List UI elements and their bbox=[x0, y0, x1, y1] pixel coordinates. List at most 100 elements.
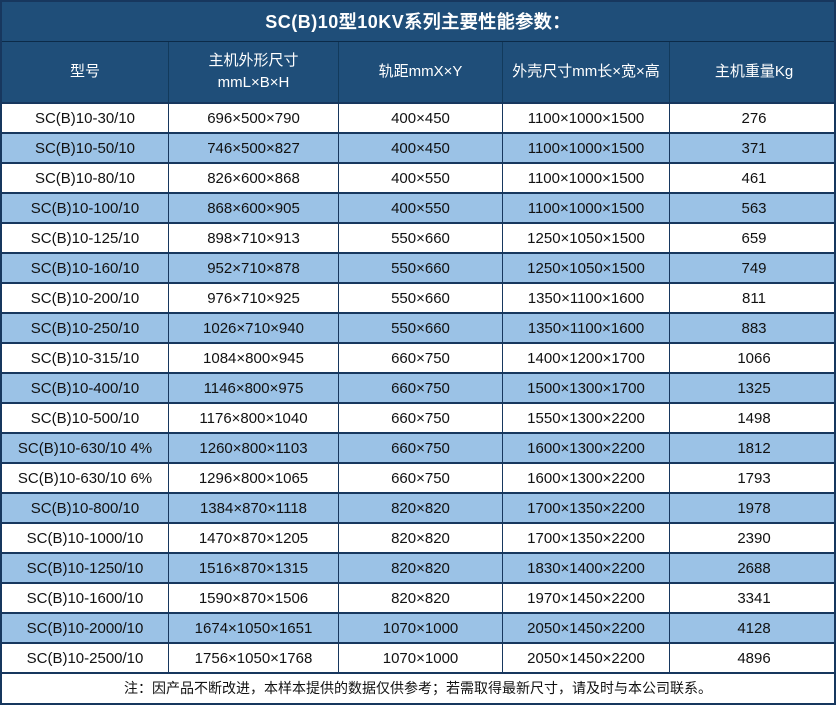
shell-size-cell: 1100×1000×1500 bbox=[503, 134, 670, 164]
shell-size-cell: 1100×1000×1500 bbox=[503, 194, 670, 224]
rail-gauge-cell: 400×550 bbox=[339, 164, 503, 194]
model-cell: SC(B)10-1600/10 bbox=[2, 584, 169, 614]
dimensions-cell: 1384×870×1118 bbox=[169, 494, 339, 524]
model-cell: SC(B)10-1000/10 bbox=[2, 524, 169, 554]
shell-size-cell: 1600×1300×2200 bbox=[503, 434, 670, 464]
rail-gauge-cell: 400×450 bbox=[339, 134, 503, 164]
dimensions-cell: 1516×870×1315 bbox=[169, 554, 339, 584]
rail-gauge-cell: 1070×1000 bbox=[339, 644, 503, 674]
table-row: SC(B)10-2500/10 1756×1050×1768 1070×1000 20… bbox=[2, 644, 834, 674]
table-row: SC(B)10-400/10 1146×800×975 660×750 1500×13… bbox=[2, 374, 834, 404]
header-row: 型号 主机外形尺寸 mmL×B×H 轨距mmX×Y 外壳尺寸mm长×宽×高 主机… bbox=[2, 42, 834, 104]
table-row: SC(B)10-30/10 696×500×790 400×450 1100×1000… bbox=[2, 104, 834, 134]
rail-gauge-cell: 550×660 bbox=[339, 224, 503, 254]
dimensions-cell: 1026×710×940 bbox=[169, 314, 339, 344]
rail-gauge-cell: 820×820 bbox=[339, 494, 503, 524]
weight-cell: 2688 bbox=[670, 554, 834, 584]
header-dimensions-label-line1: 主机外形尺寸 bbox=[208, 52, 299, 69]
header-rail-gauge-label: 轨距mmX×Y bbox=[378, 63, 463, 80]
model-cell: SC(B)10-200/10 bbox=[2, 284, 169, 314]
table-row: SC(B)10-630/10 4% 1260×800×1103 660×750 160… bbox=[2, 434, 834, 464]
rail-gauge-cell: 550×660 bbox=[339, 254, 503, 284]
model-cell: SC(B)10-500/10 bbox=[2, 404, 169, 434]
page-title: SC(B)10型10KV系列主要性能参数： bbox=[2, 2, 834, 42]
header-weight-label: 主机重量Kg bbox=[714, 63, 794, 80]
dimensions-cell: 898×710×913 bbox=[169, 224, 339, 254]
rail-gauge-cell: 660×750 bbox=[339, 344, 503, 374]
table-row: SC(B)10-630/10 6% 1296×800×1065 660×750 160… bbox=[2, 464, 834, 494]
shell-size-cell: 1970×1450×2200 bbox=[503, 584, 670, 614]
weight-cell: 1066 bbox=[670, 344, 834, 374]
table-row: SC(B)10-50/10 746×500×827 400×450 1100×1000… bbox=[2, 134, 834, 164]
shell-size-cell: 1700×1350×2200 bbox=[503, 494, 670, 524]
header-rail-gauge: 轨距mmX×Y bbox=[339, 42, 503, 104]
header-model-label: 型号 bbox=[69, 63, 100, 80]
model-cell: SC(B)10-50/10 bbox=[2, 134, 169, 164]
model-cell: SC(B)10-315/10 bbox=[2, 344, 169, 374]
shell-size-cell: 1100×1000×1500 bbox=[503, 164, 670, 194]
rail-gauge-cell: 400×550 bbox=[339, 194, 503, 224]
weight-cell: 461 bbox=[670, 164, 834, 194]
header-shell-size-label: 外壳尺寸mm长×宽×高 bbox=[512, 63, 660, 80]
weight-cell: 2390 bbox=[670, 524, 834, 554]
dimensions-cell: 1176×800×1040 bbox=[169, 404, 339, 434]
table-row: SC(B)10-500/10 1176×800×1040 660×750 1550×1… bbox=[2, 404, 834, 434]
header-dimensions-label-line2: mmL×B×H bbox=[217, 74, 290, 91]
weight-cell: 3341 bbox=[670, 584, 834, 614]
table-row: SC(B)10-800/10 1384×870×1118 820×820 1700×1… bbox=[2, 494, 834, 524]
dimensions-cell: 826×600×868 bbox=[169, 164, 339, 194]
weight-cell: 371 bbox=[670, 134, 834, 164]
table-row: SC(B)10-1000/10 1470×870×1205 820×820 1700×… bbox=[2, 524, 834, 554]
table-row: SC(B)10-100/10 868×600×905 400×550 1100×100… bbox=[2, 194, 834, 224]
weight-cell: 276 bbox=[670, 104, 834, 134]
rail-gauge-cell: 660×750 bbox=[339, 434, 503, 464]
dimensions-cell: 1674×1050×1651 bbox=[169, 614, 339, 644]
shell-size-cell: 1830×1400×2200 bbox=[503, 554, 670, 584]
weight-cell: 883 bbox=[670, 314, 834, 344]
weight-cell: 4128 bbox=[670, 614, 834, 644]
shell-size-cell: 1250×1050×1500 bbox=[503, 254, 670, 284]
table-row: SC(B)10-250/10 1026×710×940 550×660 1350×11… bbox=[2, 314, 834, 344]
table-row: SC(B)10-1600/10 1590×870×1506 820×820 1970×… bbox=[2, 584, 834, 614]
shell-size-cell: 1350×1100×1600 bbox=[503, 314, 670, 344]
dimensions-cell: 1470×870×1205 bbox=[169, 524, 339, 554]
shell-size-cell: 1500×1300×1700 bbox=[503, 374, 670, 404]
rail-gauge-cell: 660×750 bbox=[339, 374, 503, 404]
table-row: SC(B)10-200/10 976×710×925 550×660 1350×110… bbox=[2, 284, 834, 314]
model-cell: SC(B)10-160/10 bbox=[2, 254, 169, 284]
dimensions-cell: 1296×800×1065 bbox=[169, 464, 339, 494]
shell-size-cell: 2050×1450×2200 bbox=[503, 614, 670, 644]
shell-size-cell: 1350×1100×1600 bbox=[503, 284, 670, 314]
weight-cell: 563 bbox=[670, 194, 834, 224]
shell-size-cell: 1400×1200×1700 bbox=[503, 344, 670, 374]
table-body: SC(B)10-30/10 696×500×790 400×450 1100×1000… bbox=[2, 104, 834, 674]
dimensions-cell: 696×500×790 bbox=[169, 104, 339, 134]
rail-gauge-cell: 820×820 bbox=[339, 524, 503, 554]
header-shell-size: 外壳尺寸mm长×宽×高 bbox=[503, 42, 670, 104]
rail-gauge-cell: 660×750 bbox=[339, 464, 503, 494]
model-cell: SC(B)10-30/10 bbox=[2, 104, 169, 134]
model-cell: SC(B)10-250/10 bbox=[2, 314, 169, 344]
table-row: SC(B)10-160/10 952×710×878 550×660 1250×105… bbox=[2, 254, 834, 284]
dimensions-cell: 868×600×905 bbox=[169, 194, 339, 224]
rail-gauge-cell: 550×660 bbox=[339, 284, 503, 314]
weight-cell: 1325 bbox=[670, 374, 834, 404]
weight-cell: 1793 bbox=[670, 464, 834, 494]
shell-size-cell: 2050×1450×2200 bbox=[503, 644, 670, 674]
table-row: SC(B)10-2000/10 1674×1050×1651 1070×1000 20… bbox=[2, 614, 834, 644]
model-cell: SC(B)10-630/10 4% bbox=[2, 434, 169, 464]
model-cell: SC(B)10-1250/10 bbox=[2, 554, 169, 584]
model-cell: SC(B)10-100/10 bbox=[2, 194, 169, 224]
table-row: SC(B)10-315/10 1084×800×945 660×750 1400×12… bbox=[2, 344, 834, 374]
weight-cell: 1812 bbox=[670, 434, 834, 464]
header-model: 型号 bbox=[2, 42, 169, 104]
dimensions-cell: 1590×870×1506 bbox=[169, 584, 339, 614]
table-row: SC(B)10-125/10 898×710×913 550×660 1250×105… bbox=[2, 224, 834, 254]
weight-cell: 811 bbox=[670, 284, 834, 314]
footnote: 注：因产品不断改进，本样本提供的数据仅供参考；若需取得最新尺寸，请及时与本公司联… bbox=[2, 674, 834, 703]
shell-size-cell: 1250×1050×1500 bbox=[503, 224, 670, 254]
model-cell: SC(B)10-630/10 6% bbox=[2, 464, 169, 494]
weight-cell: 4896 bbox=[670, 644, 834, 674]
header-dimensions: 主机外形尺寸 mmL×B×H bbox=[169, 42, 339, 104]
